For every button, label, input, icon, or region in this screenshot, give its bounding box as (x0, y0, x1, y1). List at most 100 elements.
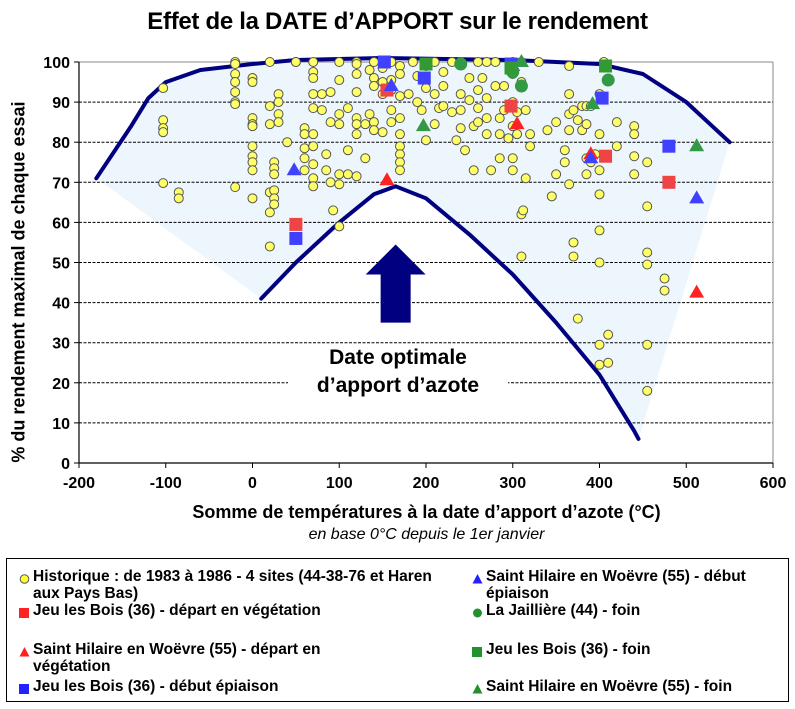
optimal-date-annotation: Date optimale d’apport d’azote (288, 344, 508, 400)
y-tick-label: 100 (43, 55, 70, 72)
lower-envelope-curve (259, 184, 641, 441)
data-point-circle (334, 221, 345, 232)
data-point-circle (642, 201, 653, 212)
data-point-circle (334, 169, 345, 180)
x-axis-label: Somme de températures à la date d’apport… (192, 502, 661, 522)
data-point-circle (642, 339, 653, 350)
yellow-circle-icon (19, 571, 30, 584)
data-point-circle (308, 73, 319, 84)
data-point-circle (394, 165, 405, 176)
y-tick-label: 20 (52, 376, 70, 393)
data-point-circle (325, 177, 336, 188)
data-point-circle (429, 89, 440, 100)
data-point-circle (321, 149, 332, 160)
data-point-circle (564, 125, 575, 136)
data-point-circle (659, 285, 670, 296)
data-point-circle (659, 273, 670, 284)
data-point-circle (386, 117, 397, 128)
data-point-circle (601, 73, 615, 87)
data-point-circle (264, 241, 275, 252)
data-point-circle (407, 57, 418, 67)
data-point-circle (494, 153, 505, 164)
data-point-circle (351, 69, 362, 80)
data-point-triangle (585, 96, 601, 110)
chart-title: Effet de la DATE d’APPORT sur le rendeme… (147, 8, 648, 35)
data-point-circle (568, 105, 579, 116)
data-point-circle (321, 165, 332, 176)
data-point-square (377, 55, 391, 69)
data-point-circle (325, 117, 336, 128)
x-tick-label: 300 (499, 475, 526, 492)
data-point-circle (564, 61, 575, 72)
data-point-circle (464, 73, 475, 84)
x-axis-sublabel: en base 0°C depuis le 1er janvier (308, 526, 545, 543)
data-point-circle (377, 127, 388, 138)
data-point-circle (421, 83, 431, 94)
annotation-line-1: Date optimale (329, 346, 467, 369)
x-tick-label: 200 (413, 475, 440, 492)
data-point-circle (247, 141, 258, 152)
data-point-circle (642, 259, 653, 270)
data-point-triangle (689, 284, 705, 298)
data-point-circle (486, 165, 497, 176)
data-point-circle (351, 129, 362, 140)
data-point-circle (364, 65, 375, 76)
y-tick-label: 40 (52, 296, 70, 313)
data-point-circle (264, 101, 275, 112)
data-point-circle (368, 125, 379, 136)
data-point-circle (334, 57, 345, 67)
data-point-circle (551, 117, 562, 128)
data-point-circle (351, 87, 362, 98)
data-point-circle (247, 193, 258, 204)
data-point-circle (629, 169, 640, 180)
data-point-circle (481, 113, 492, 124)
x-tick-label: -100 (150, 475, 182, 492)
data-point-triangle (509, 116, 525, 130)
data-point-circle (594, 359, 605, 370)
data-point-circle (642, 157, 653, 168)
y-tick-label: 90 (52, 95, 70, 112)
x-tick-label: 0 (248, 475, 257, 492)
data-point-square (504, 99, 518, 113)
data-point-circle (594, 339, 605, 350)
data-point-circle (412, 97, 423, 108)
data-point-circle (490, 57, 501, 67)
data-point-circle (334, 179, 345, 190)
data-point-circle (551, 169, 562, 180)
data-point-circle (447, 107, 458, 118)
data-point-circle (525, 141, 536, 152)
data-point-circle (158, 178, 169, 189)
data-point-circle (334, 75, 345, 86)
data-point-square (289, 231, 303, 245)
data-point-circle (516, 251, 527, 262)
data-point-square (599, 59, 613, 73)
data-point-circle (269, 199, 280, 210)
data-point-circle (308, 89, 319, 100)
green-square-icon (472, 644, 483, 657)
data-point-circle (473, 57, 484, 67)
data-point-circle (342, 169, 353, 180)
legend-item-sthilaire-foin: Saint Hilaire en Woëvre (55) - foin (472, 678, 782, 695)
data-point-circle (477, 73, 488, 84)
data-point-circle (611, 141, 622, 152)
data-point-circle (299, 129, 310, 140)
data-point-circle (299, 153, 310, 164)
legend-item-jeu-epiaison: Jeu les Bois (36) - début épiaison (19, 678, 459, 695)
data-point-circle (629, 129, 640, 140)
data-point-circle (473, 117, 484, 128)
data-point-square (289, 217, 303, 231)
data-point-circle (490, 81, 501, 92)
y-tick-label: 50 (52, 256, 70, 273)
data-point-circle (360, 153, 371, 164)
data-point-circle (594, 129, 605, 140)
data-point-circle (247, 121, 258, 132)
data-point-circle (351, 119, 362, 130)
x-tick-label: 400 (586, 475, 613, 492)
data-point-circle (603, 329, 614, 340)
data-point-circle (546, 191, 557, 202)
data-point-circle (611, 117, 622, 128)
data-point-circle (454, 57, 468, 71)
data-point-circle (594, 165, 605, 176)
data-point-circle (438, 101, 449, 112)
data-point-circle (308, 57, 319, 67)
